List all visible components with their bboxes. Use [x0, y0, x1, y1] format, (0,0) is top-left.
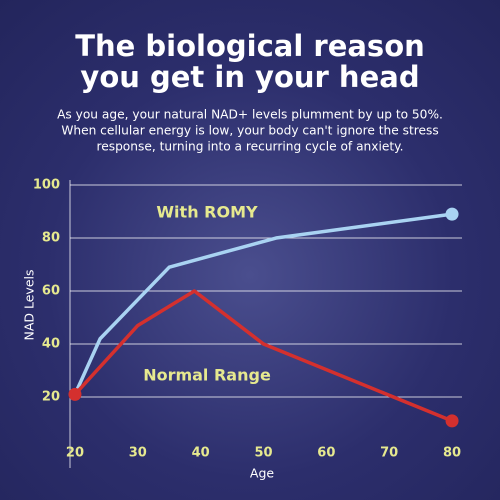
- end-marker: [68, 387, 82, 401]
- y-tick-label: 40: [42, 337, 60, 352]
- x-tick-label: 80: [443, 446, 461, 461]
- x-axis-label: Age: [250, 466, 274, 481]
- series-label: With ROMY: [156, 203, 258, 222]
- chart-title: The biological reason: [75, 29, 425, 63]
- x-tick-label: 50: [254, 446, 272, 461]
- y-tick-label: 80: [42, 231, 60, 246]
- y-tick-label: 60: [42, 284, 60, 299]
- data-line: [73, 289, 454, 423]
- x-tick-label: 30: [129, 446, 147, 461]
- subtitle: When cellular energy is low, your body c…: [61, 124, 438, 138]
- data-line: [73, 212, 454, 397]
- end-marker: [445, 414, 459, 428]
- y-tick-label: 20: [42, 390, 60, 405]
- end-marker: [445, 207, 459, 221]
- x-tick-label: 40: [192, 446, 210, 461]
- subtitle: As you age, your natural NAD+ levels plu…: [57, 108, 443, 122]
- series-label: Normal Range: [143, 366, 271, 385]
- subtitle: response, turning into a recurring cycle…: [96, 140, 403, 154]
- y-axis-label: NAD Levels: [22, 269, 37, 340]
- chart-title: you get in your head: [80, 60, 419, 94]
- x-tick-label: 70: [380, 446, 398, 461]
- x-tick-label: 20: [66, 446, 84, 461]
- x-tick-label: 60: [317, 446, 335, 461]
- y-tick-label: 100: [33, 178, 60, 193]
